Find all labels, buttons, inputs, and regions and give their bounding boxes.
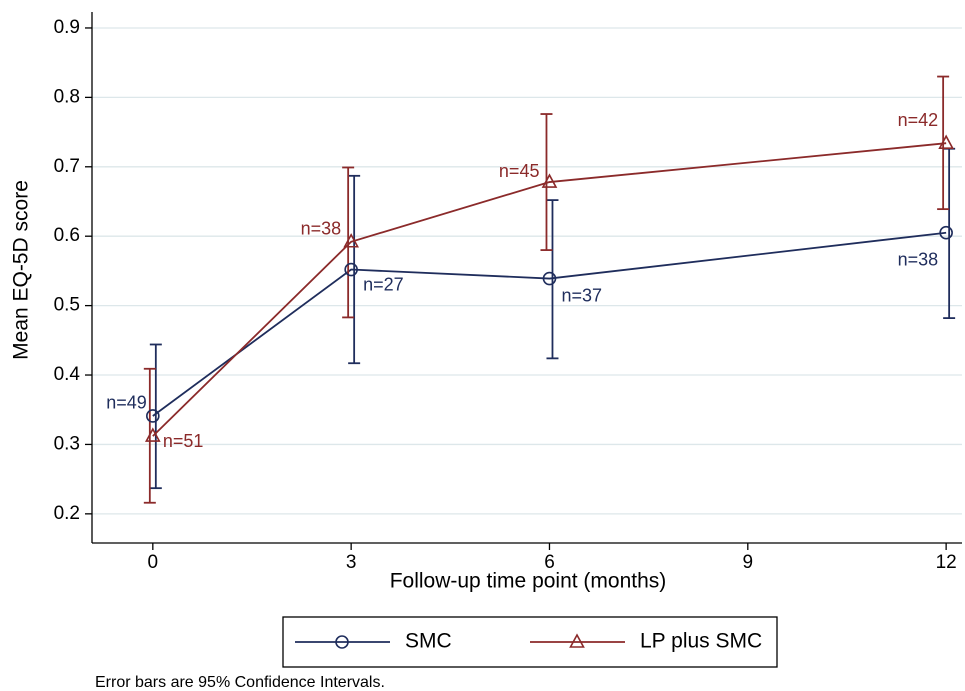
y-tick-label: 0.9 [54, 17, 80, 38]
x-tick-label: 6 [544, 552, 555, 573]
x-tick-label: 0 [148, 552, 159, 573]
y-tick-label: 0.2 [54, 503, 80, 524]
marker [541, 173, 558, 188]
x-tick-label: 12 [936, 552, 957, 573]
series-line [152, 231, 947, 417]
x-tick-label: 9 [743, 552, 754, 573]
marker [335, 635, 349, 649]
error-bar [342, 166, 355, 319]
y-tick-label: 0.4 [54, 364, 81, 385]
y-tick-label: 0.6 [54, 225, 80, 246]
marker [939, 225, 953, 240]
marker [344, 262, 358, 277]
legend-label: SMC [405, 630, 452, 653]
x-tick-label: 3 [346, 552, 357, 573]
n-label: n=42 [898, 110, 939, 130]
n-label: n=45 [499, 161, 540, 181]
marker [542, 271, 557, 286]
error-bar [546, 199, 559, 360]
error-bar [348, 174, 361, 365]
n-label: n=38 [301, 219, 342, 239]
marker [343, 233, 359, 248]
n-label: n=51 [163, 431, 204, 451]
series-line [152, 142, 947, 437]
n-label: n=38 [898, 249, 939, 269]
marker [569, 633, 585, 648]
y-tick-label: 0.3 [54, 433, 80, 454]
marker [144, 427, 161, 442]
error-bar [149, 343, 162, 490]
note: Error bars are 95% Confidence Intervals. [95, 674, 385, 691]
y-tick-label: 0.8 [54, 86, 80, 107]
legend-label: LP plus SMC [640, 630, 762, 653]
y-tick-label: 0.7 [54, 156, 80, 177]
n-label: n=37 [561, 285, 602, 305]
marker [938, 134, 954, 149]
n-label: n=27 [363, 274, 404, 294]
n-label: n=49 [106, 393, 147, 413]
x-axis-label: Follow-up time point (months) [390, 570, 667, 593]
y-axis-label: Mean EQ-5D score [10, 180, 33, 360]
marker [146, 409, 160, 423]
y-tick-label: 0.5 [54, 295, 80, 316]
